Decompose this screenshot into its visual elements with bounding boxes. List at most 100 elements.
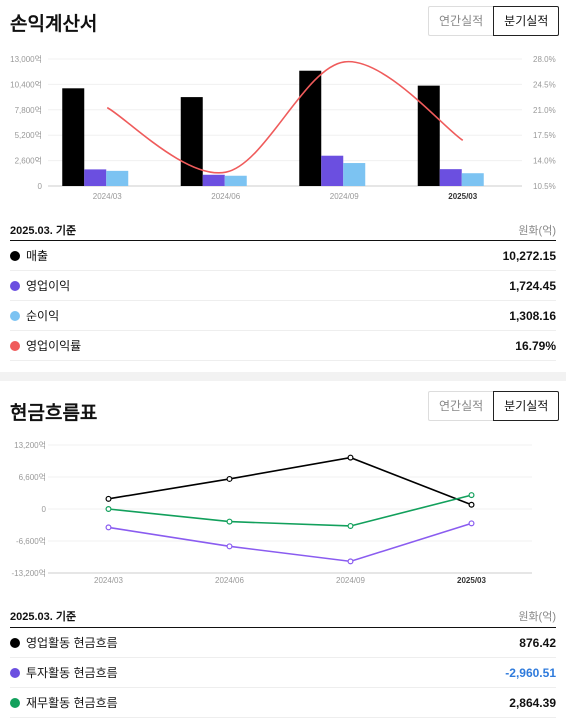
series-line <box>108 494 472 527</box>
cashflow-annual-button[interactable]: 연간실적 <box>428 391 494 421</box>
income-annual-button[interactable]: 연간실적 <box>428 6 494 36</box>
income-row-value: 1,724.45 <box>509 278 556 293</box>
x-tick-label: 2024/06 <box>215 576 244 585</box>
income-quarterly-button[interactable]: 분기실적 <box>493 6 560 36</box>
income-row-value: 10,272.15 <box>502 248 556 263</box>
data-point <box>347 558 354 565</box>
income-row-label: 영업이익 <box>26 279 71 293</box>
cashflow-row-investing: 투자활동 현금흐름 -2,960.51 <box>10 658 556 688</box>
data-point <box>105 495 112 502</box>
x-tick-label: 2024/06 <box>211 192 240 201</box>
cashflow-unit: 원화(억) <box>518 611 556 623</box>
bar <box>106 170 129 186</box>
cashflow-basis-date: 2025.03. 기준 <box>10 611 77 623</box>
y-tick-label: -13,200억 <box>12 568 47 578</box>
series-line <box>108 522 472 563</box>
x-tick-label: 2024/09 <box>336 576 365 585</box>
income-row-label: 매출 <box>26 249 49 263</box>
x-tick-label: 2024/03 <box>93 192 122 201</box>
cashflow-quarterly-button[interactable]: 분기실적 <box>493 391 560 421</box>
income-row-value: 1,308.16 <box>509 308 556 323</box>
y-right-tick-label: 17.5% <box>533 131 556 140</box>
y-right-tick-label: 28.0% <box>533 55 556 64</box>
data-point <box>347 522 354 529</box>
cashflow-chart: -13,200억 -6,600억 0 6,600억 13,200억 2024/03 2024… <box>12 440 532 585</box>
y-right-tick-label: 21.0% <box>533 106 556 115</box>
income-period-toggle: 연간실적 분기실적 <box>428 6 560 36</box>
income-table: 매출 10,272.15 영업이익 1,724.45 순이익 1,308.16 … <box>10 240 556 361</box>
income-row-value: 16.79% <box>515 338 556 353</box>
income-row-label: 영업이익률 <box>26 339 82 353</box>
income-row-label: 순이익 <box>26 309 60 323</box>
income-row-operating-profit: 영업이익 1,724.45 <box>10 271 556 301</box>
bar <box>343 163 366 186</box>
bar <box>180 97 203 186</box>
data-point <box>226 475 233 482</box>
bar <box>202 174 225 186</box>
y-tick-label: 7,800억 <box>15 105 42 115</box>
income-title: 손익계산서 <box>10 14 98 35</box>
data-point <box>105 505 112 512</box>
x-tick-label: 2024/03 <box>94 576 123 585</box>
income-row-revenue: 매출 10,272.15 <box>10 241 556 271</box>
x-tick-label: 2025/03 <box>448 192 477 201</box>
x-tick-label: 2024/09 <box>330 192 359 201</box>
cashflow-period-toggle: 연간실적 분기실적 <box>428 391 560 421</box>
operating-margin-line <box>106 61 464 174</box>
income-basis-date: 2025.03. 기준 <box>10 225 77 237</box>
cashflow-row-value: -2,960.51 <box>505 665 556 680</box>
data-point <box>226 518 233 525</box>
series-line <box>108 456 472 506</box>
cashflow-table: 영업활동 현금흐름 876.42 투자활동 현금흐름 -2,960.51 재무활… <box>10 627 556 718</box>
income-chart: 0 2,600억 5,200억 7,800억 10,400억 13,000억 10.5% 14… <box>10 54 556 201</box>
operating-profit-legend-dot <box>10 280 20 291</box>
cashflow-row-value: 2,864.39 <box>509 695 556 710</box>
operating-margin-legend-dot <box>10 340 20 351</box>
cashflow-meta: 2025.03. 기준 원화(억) <box>10 608 556 624</box>
y-tick-label: 0 <box>42 505 47 514</box>
y-tick-label: 2,600억 <box>15 156 42 166</box>
bar <box>439 169 462 186</box>
bar <box>84 169 107 186</box>
cashflow-row-operating: 영업활동 현금흐름 876.42 <box>10 628 556 658</box>
x-tick-label: 2025/03 <box>457 576 486 585</box>
y-tick-label: 5,200억 <box>15 130 42 140</box>
y-right-tick-label: 10.5% <box>533 182 556 191</box>
cashflow-section: 현금흐름표 연간실적 분기실적 -13,200억 -6,600억 0 6,600억 13… <box>0 381 566 721</box>
bar <box>321 155 344 186</box>
data-point <box>226 543 233 550</box>
y-tick-label: -6,600억 <box>16 536 46 546</box>
net-income-legend-dot <box>10 310 20 321</box>
data-point <box>468 501 475 508</box>
cashflow-row-label: 투자활동 현금흐름 <box>26 666 118 680</box>
bar <box>224 175 247 186</box>
y-tick-label: 13,200억 <box>14 440 46 450</box>
y-tick-label: 0 <box>38 182 43 191</box>
y-right-tick-label: 24.5% <box>533 80 556 89</box>
investing-cf-legend-dot <box>10 667 20 678</box>
data-point <box>105 524 112 531</box>
income-row-operating-margin: 영업이익률 16.79% <box>10 331 556 361</box>
operating-cf-legend-dot <box>10 637 20 648</box>
y-right-tick-label: 14.0% <box>533 157 556 166</box>
y-tick-label: 6,600억 <box>19 472 46 482</box>
income-row-net-income: 순이익 1,308.16 <box>10 301 556 331</box>
income-statement-section: 손익계산서 연간실적 분기실적 0 2,600억 5,200억 7,800억 10,40… <box>10 6 560 361</box>
revenue-legend-dot <box>10 250 20 261</box>
income-meta: 2025.03. 기준 원화(억) <box>10 222 556 238</box>
y-tick-label: 10,400억 <box>10 79 42 89</box>
section-divider <box>0 372 566 381</box>
data-point <box>347 454 354 461</box>
cashflow-row-financing: 재무활동 현금흐름 2,864.39 <box>10 688 556 718</box>
data-point <box>468 492 475 499</box>
bar <box>299 70 322 186</box>
y-tick-label: 13,000억 <box>10 54 42 64</box>
cashflow-row-label: 영업활동 현금흐름 <box>26 636 118 650</box>
cashflow-row-label: 재무활동 현금흐름 <box>26 696 118 710</box>
bar <box>461 173 484 186</box>
data-point <box>468 520 475 527</box>
cashflow-row-value: 876.42 <box>519 635 556 650</box>
bar <box>417 85 440 186</box>
cashflow-title: 현금흐름표 <box>10 403 98 424</box>
financing-cf-legend-dot <box>10 697 20 708</box>
